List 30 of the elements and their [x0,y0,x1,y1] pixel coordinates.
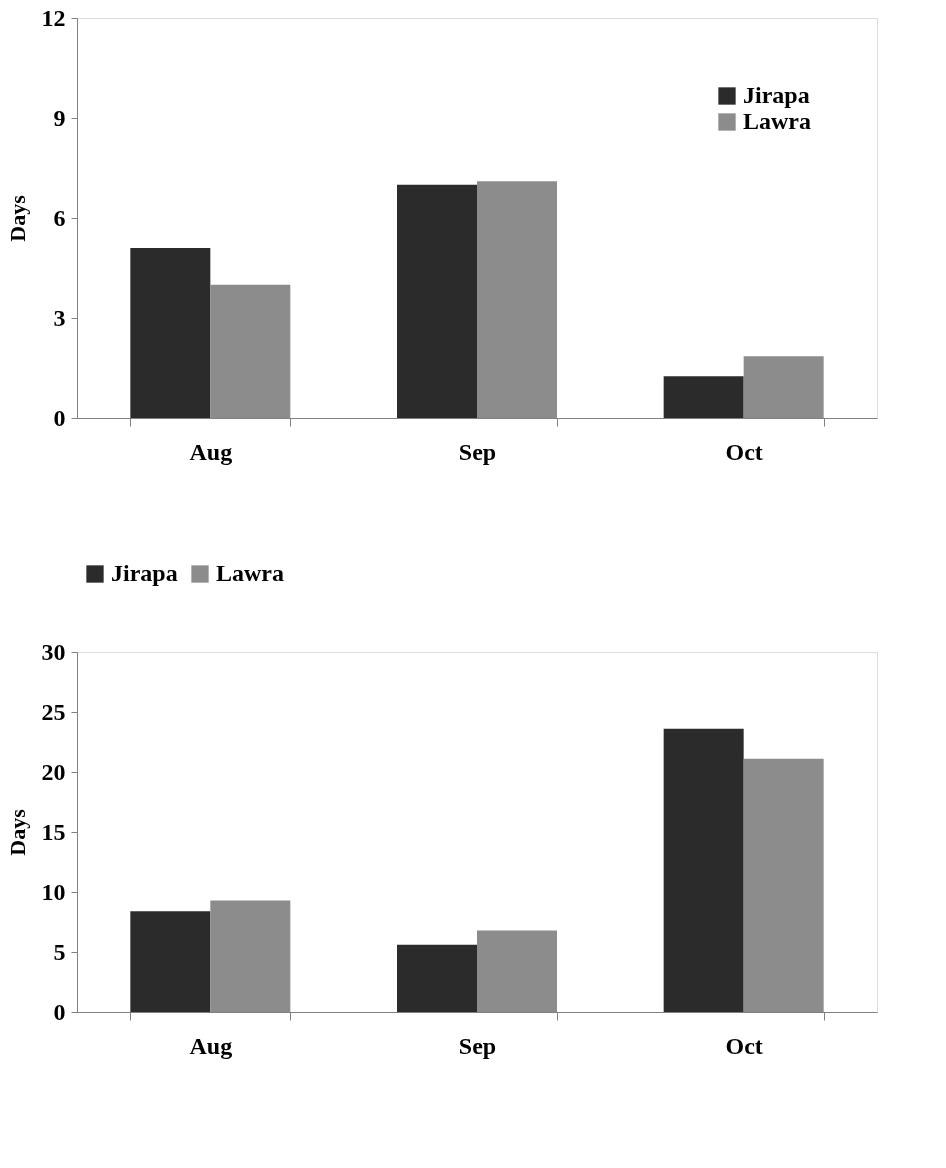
x-tick-label: Sep [458,438,497,465]
x-tick-label: Oct [725,438,763,465]
y-tick-label: 3 [53,304,66,331]
y-tick-label: 12 [41,4,66,31]
y-axis-title: Days [4,194,30,242]
legend-label: Jirapa [111,560,178,586]
bar [397,944,477,1012]
y-tick-label: 20 [41,758,66,785]
x-tick-label: Sep [458,1032,497,1059]
y-tick-label: 0 [53,404,66,431]
bar [130,911,211,1012]
x-tick-label: Aug [189,1032,233,1059]
y-tick-label: 15 [41,818,66,845]
y-tick-label: 30 [41,638,66,665]
legend-label: Jirapa [743,82,810,108]
y-tick-label: 5 [53,938,66,965]
bar [130,248,211,418]
x-tick-label: Oct [725,1032,763,1059]
y-tick-label: 6 [53,204,66,231]
bar [663,376,744,418]
y-tick-label: 25 [41,698,66,725]
legend-label: Lawra [743,108,811,134]
x-tick-label: Aug [189,438,233,465]
legend-label: Lawra [216,560,284,586]
y-axis-title: Days [4,808,30,856]
y-tick-label: 10 [41,878,66,905]
bar [397,184,477,418]
bar [663,728,744,1012]
y-tick-label: 9 [53,104,66,131]
y-tick-label: 0 [53,998,66,1025]
